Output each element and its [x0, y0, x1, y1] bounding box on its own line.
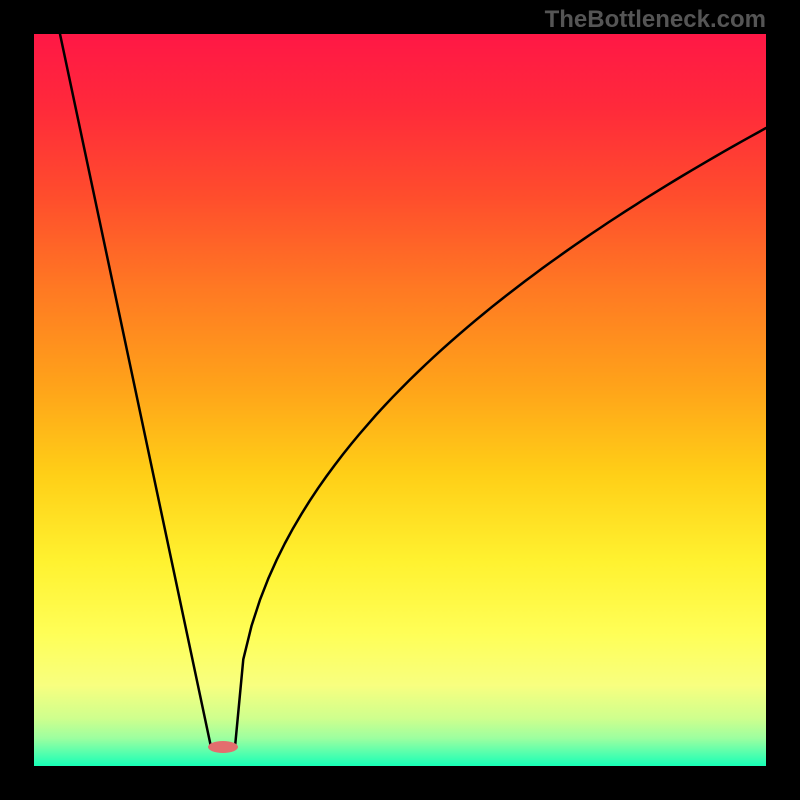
curve-layer — [0, 0, 800, 800]
bottleneck-curve — [60, 34, 766, 747]
bottom-marker — [208, 741, 238, 753]
chart-root: TheBottleneck.com — [0, 0, 800, 800]
